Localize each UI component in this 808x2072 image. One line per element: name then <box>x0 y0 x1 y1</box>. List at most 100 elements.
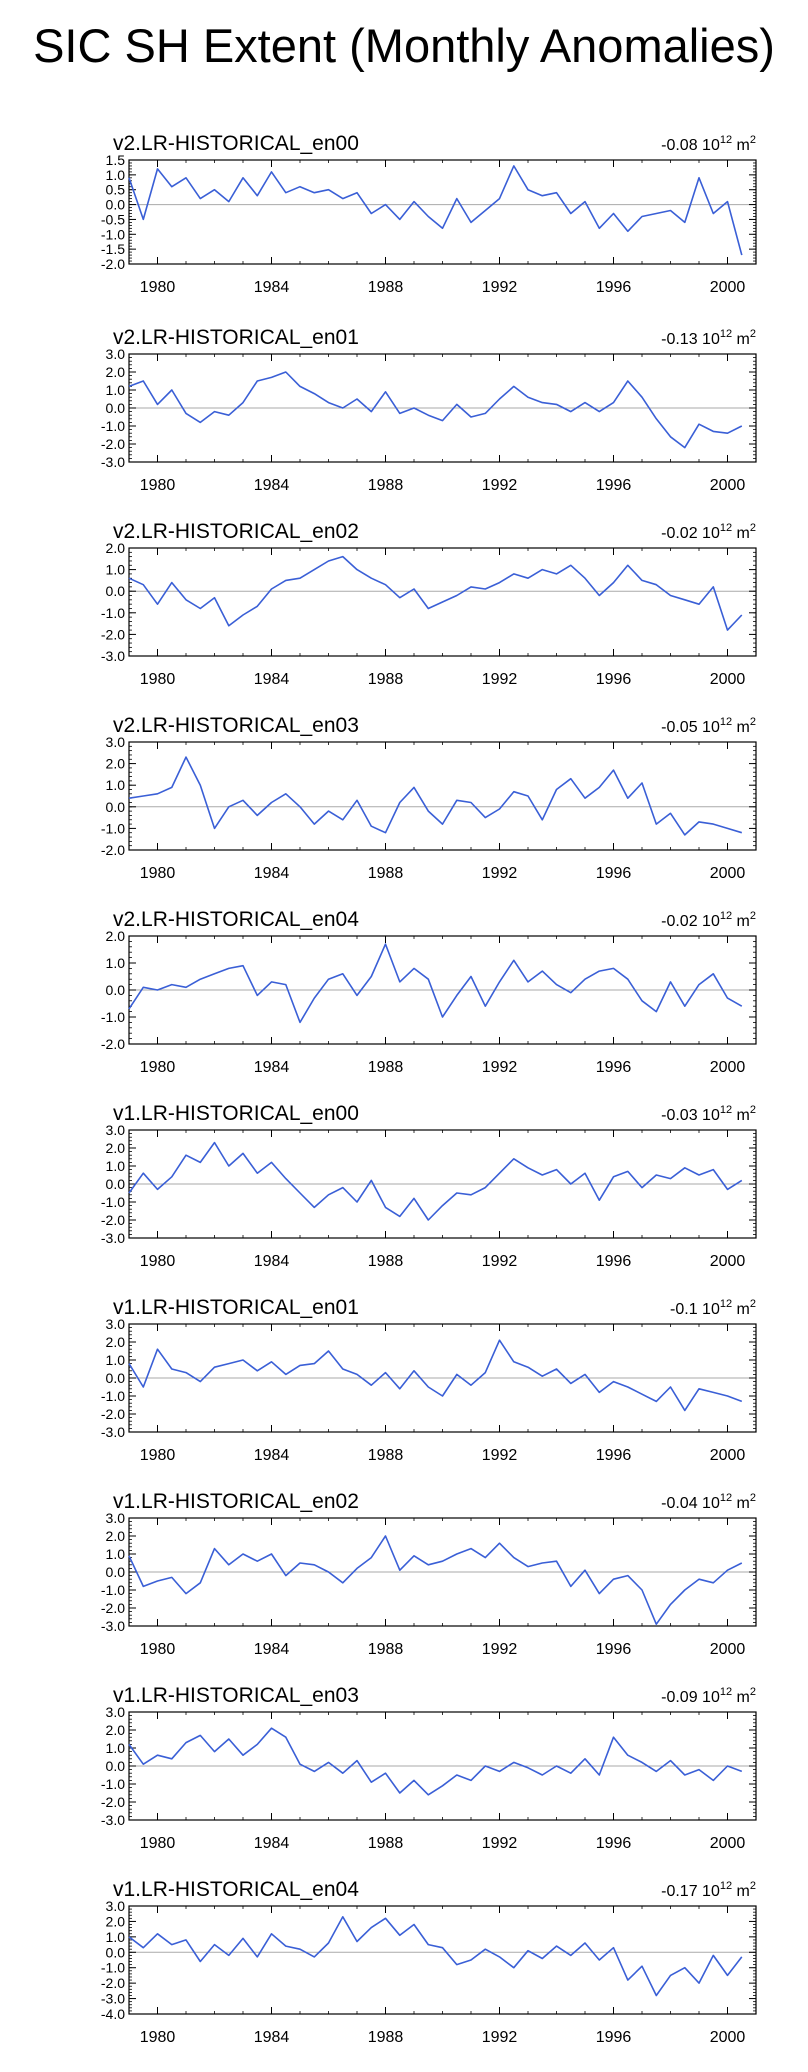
y-tick-label: -2.0 <box>101 1794 125 1810</box>
y-tick-label: 2.0 <box>106 1334 126 1350</box>
x-tick-label: 2000 <box>710 1059 746 1076</box>
x-tick-label: 1996 <box>596 1641 632 1658</box>
y-tick-label: 3.0 <box>106 346 126 362</box>
panel-mean-label: -0.08 1012 m2 <box>661 134 756 154</box>
series-line <box>128 756 743 836</box>
x-tick-label: 1992 <box>482 279 518 296</box>
x-tick-label: 2000 <box>710 865 746 882</box>
x-tick-label: 1996 <box>596 865 632 882</box>
y-tick-label: -2.0 <box>101 1212 125 1228</box>
x-tick-label: 1992 <box>482 1253 518 1270</box>
x-tick-label: 1980 <box>140 865 176 882</box>
y-tick-label: -1.0 <box>101 1388 125 1404</box>
y-tick-label: 0.0 <box>106 982 126 998</box>
y-tick-label: 1.0 <box>106 167 126 183</box>
y-tick-label: -1.0 <box>101 605 125 621</box>
chart-panel: v1.LR-HISTORICAL_en03 -0.09 1012 m2 -3.0 -2… <box>101 1684 757 1852</box>
y-tick-label: -2.0 <box>101 626 125 642</box>
chart-panel: v2.LR-HISTORICAL_en01 -0.13 1012 m2 -3.0 -2… <box>101 326 757 494</box>
y-tick-label: 0.0 <box>106 197 126 213</box>
y-tick-label: -1.0 <box>101 1194 125 1210</box>
y-tick-label: -3.0 <box>101 1812 125 1828</box>
series-line <box>128 555 743 631</box>
x-tick-label: 2000 <box>710 671 746 688</box>
y-tick-label: 0.0 <box>106 583 126 599</box>
x-tick-label: 2000 <box>710 1447 746 1464</box>
y-tick-label: 2.0 <box>106 1913 126 1929</box>
y-tick-label: -3.0 <box>101 1991 125 2007</box>
x-tick-label: 1980 <box>140 2029 176 2046</box>
x-tick-label: 1980 <box>140 279 176 296</box>
plot-frame <box>128 741 757 851</box>
x-tick-label: 1984 <box>254 671 290 688</box>
x-tick-label: 1992 <box>482 1059 518 1076</box>
panel-title: v1.LR-HISTORICAL_en01 <box>113 1296 359 1319</box>
figure-title: SIC SH Extent (Monthly Anomalies) <box>33 19 775 72</box>
y-tick-label: -2.0 <box>101 256 125 272</box>
chart-panel: v1.LR-HISTORICAL_en04 -0.17 1012 m2 -4.0-3… <box>101 1878 757 2046</box>
x-tick-label: 1996 <box>596 1059 632 1076</box>
y-tick-label: 0.0 <box>106 1944 126 1960</box>
panel-title: v2.LR-HISTORICAL_en00 <box>113 132 359 155</box>
y-tick-label: 1.0 <box>106 1546 126 1562</box>
panel-title: v1.LR-HISTORICAL_en00 <box>113 1102 359 1125</box>
plot-frame <box>128 1905 757 2015</box>
y-tick-label: 0.0 <box>106 1564 126 1580</box>
x-tick-label: 1980 <box>140 1059 176 1076</box>
y-tick-label: -3.0 <box>101 1230 125 1246</box>
x-tick-label: 1980 <box>140 1447 176 1464</box>
y-tick-label: -4.0 <box>101 2006 125 2022</box>
y-tick-label: -3.0 <box>101 648 125 664</box>
series-line <box>128 943 743 1024</box>
y-tick-label: -2.0 <box>101 842 125 858</box>
y-tick-label: -0.5 <box>101 211 125 227</box>
x-tick-label: 1992 <box>482 1447 518 1464</box>
x-tick-label: 1988 <box>368 671 404 688</box>
x-tick-label: 1996 <box>596 1253 632 1270</box>
x-tick-label: 1996 <box>596 279 632 296</box>
y-tick-label: -3.0 <box>101 1618 125 1634</box>
y-tick-label: -2.0 <box>101 1975 125 1991</box>
x-tick-label: 1988 <box>368 865 404 882</box>
y-tick-label: 1.0 <box>106 1158 126 1174</box>
y-tick-label: -2.0 <box>101 1036 125 1052</box>
x-tick-label: 1992 <box>482 865 518 882</box>
x-tick-label: 1980 <box>140 1835 176 1852</box>
panel-mean-label: -0.03 1012 m2 <box>661 1104 756 1124</box>
x-tick-label: 1988 <box>368 1447 404 1464</box>
y-tick-label: 2.0 <box>106 540 126 556</box>
x-tick-label: 1984 <box>254 1447 290 1464</box>
panel-mean-label: -0.05 1012 m2 <box>661 716 756 736</box>
x-tick-label: 1988 <box>368 279 404 296</box>
x-tick-label: 1988 <box>368 477 404 494</box>
y-tick-label: -1.0 <box>101 226 125 242</box>
y-tick-label: 1.0 <box>106 1929 126 1945</box>
y-tick-label: -1.0 <box>101 820 125 836</box>
chart-panel: v1.LR-HISTORICAL_en01 -0.1 1012 m2 -3.0 -2.… <box>101 1296 757 1464</box>
y-tick-label: 3.0 <box>106 1704 126 1720</box>
panel-mean-label: -0.1 1012 m2 <box>670 1298 756 1318</box>
y-tick-label: 1.0 <box>106 1352 126 1368</box>
x-tick-label: 1988 <box>368 1059 404 1076</box>
series-line <box>128 165 743 256</box>
x-tick-label: 1988 <box>368 1253 404 1270</box>
y-tick-label: -1.0 <box>101 418 125 434</box>
y-tick-label: -2.0 <box>101 1600 125 1616</box>
x-tick-label: 1980 <box>140 671 176 688</box>
x-tick-label: 1988 <box>368 1641 404 1658</box>
panel-title: v2.LR-HISTORICAL_en01 <box>113 326 359 349</box>
chart-panel: v1.LR-HISTORICAL_en02 -0.04 1012 m2 -3.0 -2… <box>101 1490 757 1658</box>
y-tick-label: -1.5 <box>101 241 125 257</box>
x-tick-label: 1980 <box>140 477 176 494</box>
y-tick-label: 2.0 <box>106 1722 126 1738</box>
x-tick-label: 2000 <box>710 1253 746 1270</box>
x-tick-label: 1988 <box>368 2029 404 2046</box>
x-tick-label: 2000 <box>710 1641 746 1658</box>
panel-title: v1.LR-HISTORICAL_en02 <box>113 1490 359 1513</box>
y-tick-label: 2.0 <box>106 1528 126 1544</box>
panel-mean-label: -0.13 1012 m2 <box>661 328 756 348</box>
panel-mean-label: -0.02 1012 m2 <box>661 910 756 930</box>
panel-mean-label: -0.04 1012 m2 <box>661 1492 756 1512</box>
series-line <box>128 1916 743 1997</box>
y-tick-label: 2.0 <box>106 928 126 944</box>
